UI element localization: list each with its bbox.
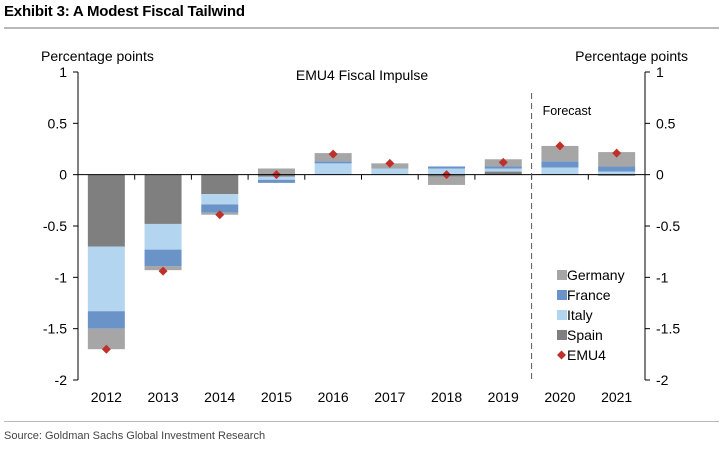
legend-france-swatch	[557, 290, 567, 300]
bar-spain-2012	[87, 174, 125, 247]
bar-france-2013	[144, 249, 182, 267]
bar-spain-2013	[144, 174, 182, 224]
exhibit-title: Exhibit 3: A Modest Fiscal Tailwind	[4, 3, 245, 20]
bar-france-2021	[598, 166, 636, 172]
emu4-marker-2021	[612, 148, 622, 158]
bar-italy-2021	[598, 171, 636, 175]
footer-divider	[4, 421, 719, 422]
left-y-tick-label: -0.5	[43, 218, 67, 234]
bar-france-2020	[541, 161, 579, 168]
left-y-tick-label: -1.5	[43, 321, 67, 337]
legend-emu4-marker	[557, 350, 566, 360]
right-axis-label: Percentage points	[575, 48, 688, 64]
bar-germany-2021	[598, 152, 636, 167]
source-note: Source: Goldman Sachs Global Investment …	[4, 430, 266, 442]
left-y-tick-label: 0	[59, 167, 67, 183]
bar-france-2014	[201, 204, 239, 213]
left-y-tick-label: 1	[59, 64, 67, 80]
legend-spain-swatch	[557, 330, 567, 340]
legend-italy-swatch	[557, 310, 567, 320]
x-tick-label-2021: 2021	[601, 389, 632, 405]
emu4-marker-2019	[498, 157, 508, 167]
bar-france-2016	[314, 161, 352, 164]
emu4-marker-2014	[215, 210, 225, 220]
bar-italy-2020	[541, 167, 579, 175]
right-y-tick-label: -0.5	[656, 218, 680, 234]
bar-italy-2013	[144, 223, 182, 250]
left-y-tick-label: 0.5	[48, 115, 68, 131]
bar-france-2019	[484, 166, 522, 169]
bar-france-2018	[428, 166, 466, 169]
x-tick-label-2018: 2018	[431, 389, 462, 405]
x-tick-label-2015: 2015	[261, 389, 292, 405]
bar-italy-2014	[201, 194, 239, 205]
x-tick-label-2017: 2017	[374, 389, 405, 405]
emu4-marker-2013	[158, 266, 168, 276]
bar-spain-2021	[598, 174, 636, 176]
right-y-tick-label: 1	[656, 64, 664, 80]
legend-germany-swatch	[557, 270, 567, 280]
bar-italy-2019	[484, 168, 522, 172]
right-y-tick-label: 0	[656, 167, 664, 183]
legend-emu4-label: EMU4	[567, 347, 606, 363]
chart-title: EMU4 Fiscal Impulse	[296, 67, 428, 83]
bar-germany-2018	[428, 176, 466, 185]
bar-italy-2012	[87, 246, 125, 312]
title-divider	[4, 27, 719, 29]
bar-italy-2016	[314, 163, 352, 175]
x-tick-label-2013: 2013	[147, 389, 178, 405]
bar-spain-2014	[201, 174, 239, 195]
chart-legend: Germany France Italy Spain EMU4	[557, 267, 625, 363]
emu4-marker-2017	[385, 158, 395, 168]
bar-france-2012	[87, 311, 125, 329]
bar-spain-2019	[484, 171, 522, 175]
forecast-label: Forecast	[543, 104, 592, 118]
left-axis-label: Percentage points	[41, 48, 154, 64]
legend-germany-label: Germany	[567, 267, 625, 283]
legend-france-label: France	[567, 287, 611, 303]
left-y-tick-label: -2	[55, 372, 68, 388]
emu4-marker-2012	[101, 344, 111, 354]
right-y-tick-label: -2	[656, 372, 669, 388]
bar-germany-2020	[541, 145, 579, 162]
x-tick-label-2020: 2020	[544, 389, 575, 405]
bar-france-2015	[257, 179, 295, 183]
bar-italy-2017	[371, 168, 409, 175]
right-y-tick-label: -1.5	[656, 321, 680, 337]
x-tick-label-2016: 2016	[318, 389, 349, 405]
x-tick-label-2019: 2019	[488, 389, 519, 405]
x-tick-label-2014: 2014	[204, 389, 235, 405]
right-y-tick-label: -1	[656, 269, 669, 285]
x-tick-label-2012: 2012	[91, 389, 122, 405]
left-y-tick-label: -1	[55, 269, 68, 285]
emu4-marker-2020	[555, 141, 565, 151]
right-y-tick-label: 0.5	[656, 115, 676, 131]
emu4-marker-2016	[328, 149, 338, 159]
legend-spain-label: Spain	[567, 327, 603, 343]
bar-germany-2012	[87, 328, 125, 350]
legend-italy-label: Italy	[567, 307, 593, 323]
